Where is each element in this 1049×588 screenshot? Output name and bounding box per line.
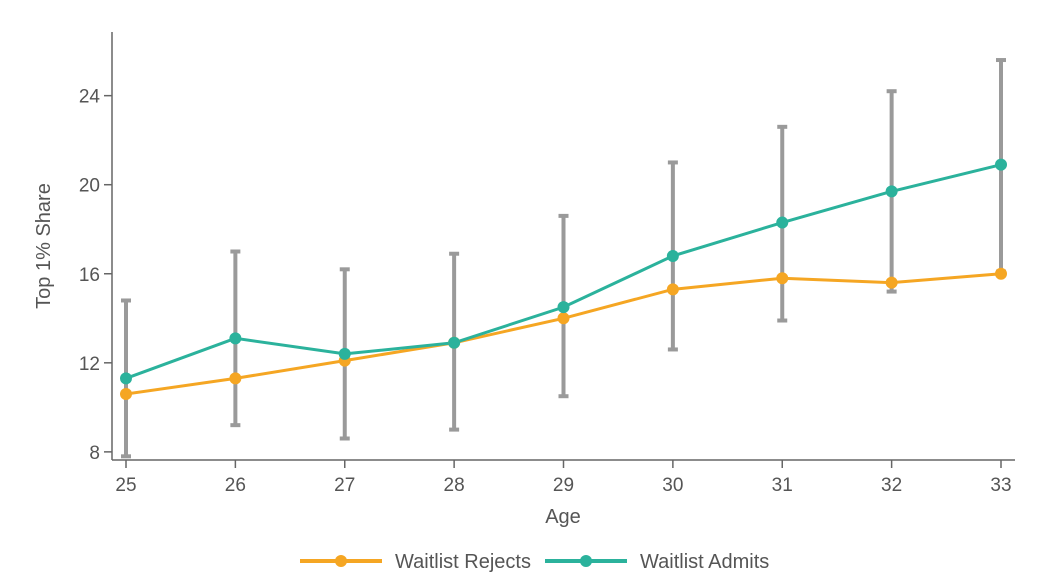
data-point <box>229 332 242 345</box>
data-point <box>557 301 570 314</box>
y-axis-ticks: 8 12 16 20 24 <box>79 87 112 464</box>
data-point <box>120 387 132 400</box>
legend: Waitlist Rejects Waitlist Admits <box>300 551 769 573</box>
data-point <box>229 372 242 385</box>
x-tick-label: 33 <box>990 475 1011 496</box>
data-point <box>557 312 570 325</box>
data-point <box>995 158 1007 171</box>
x-tick-label: 26 <box>225 475 246 496</box>
y-tick-label: 20 <box>79 176 100 197</box>
data-point <box>885 276 898 289</box>
data-point <box>776 272 789 285</box>
x-tick-label: 28 <box>444 475 465 496</box>
x-axis-ticks: 25 26 27 28 29 30 31 32 33 <box>115 460 1012 496</box>
x-tick-label: 30 <box>662 475 683 496</box>
y-tick-label: 8 <box>89 443 100 464</box>
error-bars <box>121 58 1006 459</box>
data-point <box>120 372 132 385</box>
x-tick-label: 32 <box>881 475 902 496</box>
data-point <box>885 185 898 198</box>
y-tick-label: 24 <box>79 87 101 108</box>
x-axis-title: Age <box>545 506 581 528</box>
legend-label: Waitlist Admits <box>640 551 769 573</box>
data-point <box>666 283 679 296</box>
y-tick-label: 12 <box>79 354 100 375</box>
y-tick-label: 16 <box>79 265 100 286</box>
legend-label: Waitlist Rejects <box>395 551 531 573</box>
series-points <box>120 158 1007 400</box>
x-tick-label: 29 <box>553 475 574 496</box>
x-tick-label: 27 <box>334 475 355 496</box>
legend-swatch-marker <box>580 555 592 567</box>
x-tick-label: 31 <box>772 475 793 496</box>
data-point <box>448 336 461 349</box>
x-tick-label: 25 <box>115 475 136 496</box>
data-point <box>338 347 351 360</box>
y-axis-title: Top 1% Share <box>33 183 55 309</box>
data-point <box>776 216 789 229</box>
legend-swatch-marker <box>335 555 347 567</box>
data-point <box>666 249 679 262</box>
data-point <box>995 267 1007 280</box>
